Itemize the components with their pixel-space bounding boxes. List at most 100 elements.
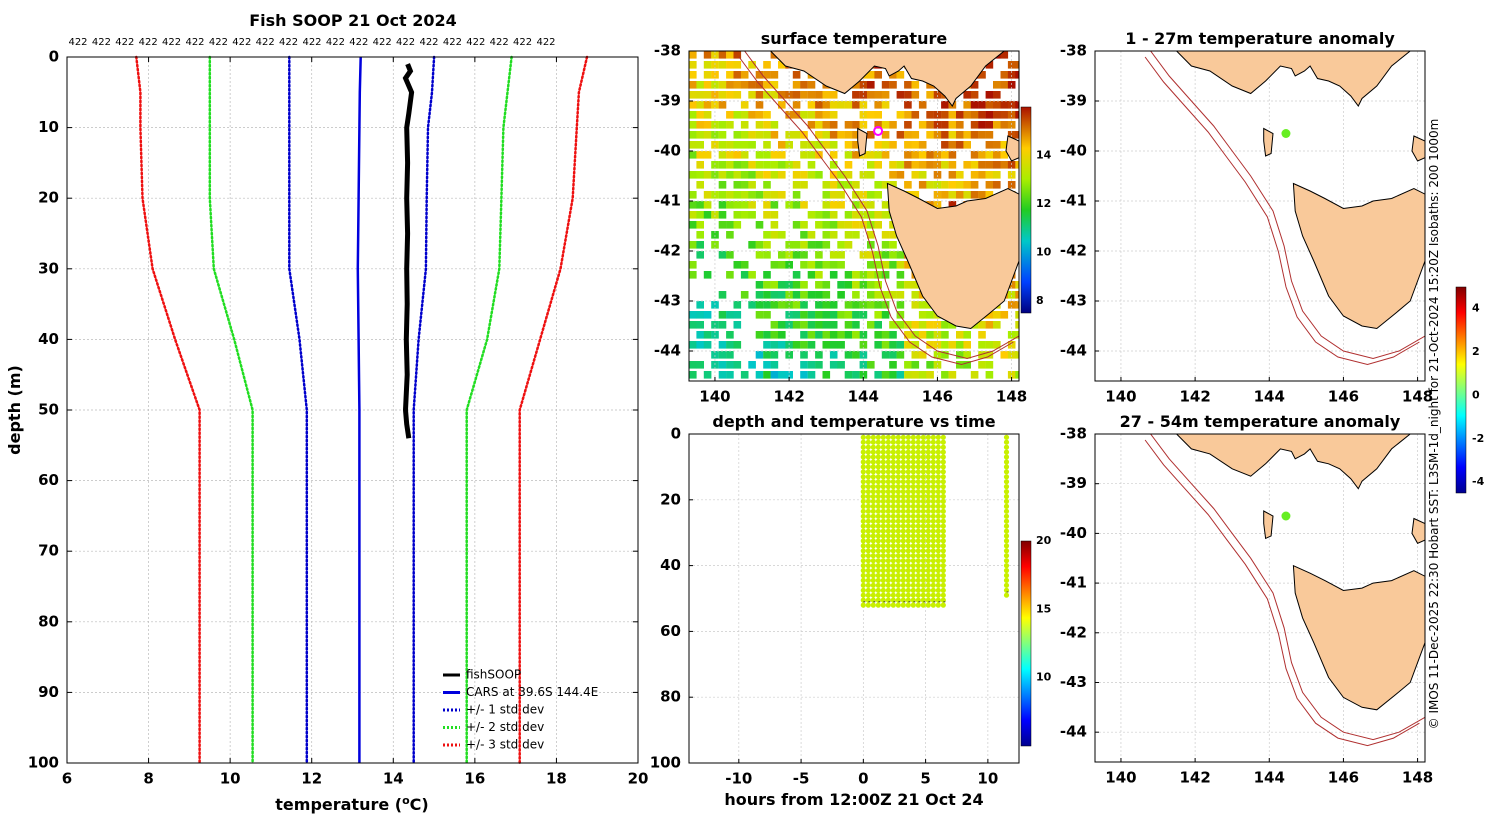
sst-land bbox=[738, 51, 1019, 366]
profile-count-label: 422 bbox=[256, 37, 275, 48]
sst-pixel bbox=[696, 91, 704, 99]
timeseries-point bbox=[910, 454, 916, 460]
sst-pixel bbox=[755, 331, 764, 339]
a2-ytick-label: -39 bbox=[1060, 474, 1087, 492]
sst-pixel bbox=[733, 201, 742, 209]
timeseries-point bbox=[940, 548, 946, 554]
sst-pixel bbox=[918, 321, 927, 329]
sst-pixel bbox=[985, 321, 994, 329]
timeseries-point bbox=[860, 587, 866, 593]
sst-pixel bbox=[948, 201, 957, 209]
timeseries-point bbox=[935, 508, 941, 514]
profile-count-label: 422 bbox=[185, 37, 204, 48]
sst-pixel bbox=[770, 191, 779, 199]
sst-pixel bbox=[718, 61, 727, 69]
sst-pixel bbox=[985, 121, 994, 129]
sst-pixel bbox=[1007, 371, 1016, 379]
timeseries-point bbox=[920, 543, 926, 549]
timeseries-point bbox=[915, 518, 921, 524]
profile-xtick-label: 20 bbox=[628, 770, 649, 788]
sst-pixel bbox=[778, 101, 786, 109]
sst-pixel bbox=[726, 221, 734, 229]
timeseries-point bbox=[895, 513, 901, 519]
timeseries-point bbox=[935, 449, 941, 455]
sst-pixel bbox=[881, 331, 890, 339]
sst-pixel bbox=[740, 161, 749, 169]
sst-pixel bbox=[718, 311, 727, 319]
timeseries-point bbox=[925, 567, 931, 574]
sst-pixel bbox=[985, 311, 994, 319]
sst-pixel bbox=[978, 351, 986, 359]
sst-landmass bbox=[886, 182, 1019, 330]
timeseries-point bbox=[930, 449, 936, 455]
sst-pixel bbox=[829, 201, 838, 209]
timeseries-point bbox=[900, 548, 906, 554]
timeseries-point bbox=[870, 459, 876, 465]
timeseries-point bbox=[910, 474, 916, 480]
sst-pixel bbox=[696, 171, 704, 179]
sst-pixel bbox=[881, 261, 890, 269]
sst-pixel bbox=[703, 131, 712, 139]
sst-pixel bbox=[941, 331, 949, 339]
sst-pixel bbox=[896, 321, 905, 329]
sst-pixel bbox=[815, 251, 823, 259]
sst-pixel bbox=[904, 341, 912, 349]
sst-colorbar-tick: 14 bbox=[1036, 148, 1052, 161]
sst-pixel bbox=[985, 61, 994, 69]
sst-pixel bbox=[755, 121, 764, 129]
sst-pixel bbox=[933, 191, 942, 199]
sst-pixel bbox=[770, 351, 779, 359]
sst-pixel bbox=[770, 151, 779, 159]
timeseries-point bbox=[940, 592, 946, 598]
sst-pixel bbox=[807, 121, 816, 129]
sst-pixel bbox=[689, 211, 697, 219]
sst-pixel bbox=[837, 221, 845, 229]
sst-pixel bbox=[829, 211, 838, 219]
sst-pixel bbox=[829, 91, 838, 99]
timeseries-point bbox=[940, 434, 946, 440]
timeseries-point bbox=[905, 493, 911, 500]
timeseries-point bbox=[860, 582, 866, 588]
timeseries-point bbox=[890, 567, 896, 574]
timeseries-point bbox=[910, 498, 916, 504]
timeseries-point bbox=[885, 533, 891, 539]
sst-pixel bbox=[815, 141, 823, 149]
timeseries-point bbox=[930, 484, 936, 490]
timeseries-point bbox=[935, 553, 941, 559]
timeseries-point bbox=[940, 543, 946, 549]
timeseries-point bbox=[910, 523, 916, 529]
sst-pixel bbox=[926, 341, 934, 349]
timeseries-point bbox=[880, 553, 886, 559]
timeseries-point bbox=[865, 533, 871, 539]
a2-isobath-200 bbox=[1150, 434, 1425, 741]
sst-pixel bbox=[852, 91, 860, 99]
timeseries-title: depth and temperature vs time bbox=[712, 412, 995, 431]
timeseries-point bbox=[905, 513, 911, 519]
timeseries-point bbox=[905, 582, 911, 588]
timeseries-point bbox=[885, 518, 891, 524]
sst-pixel bbox=[837, 251, 845, 259]
timeseries-point bbox=[910, 563, 916, 569]
timeseries-point bbox=[920, 592, 926, 598]
sst-pixel bbox=[763, 161, 771, 169]
timeseries-point bbox=[930, 538, 936, 544]
profile-ytick-label: 60 bbox=[38, 471, 59, 489]
timeseries-point bbox=[925, 459, 931, 465]
profile-xtick-label: 10 bbox=[220, 770, 241, 788]
sst-pixel bbox=[792, 161, 801, 169]
profile-xlabel: temperature (oC) bbox=[275, 794, 428, 814]
timeseries-point bbox=[860, 469, 866, 475]
sst-pixel bbox=[696, 161, 704, 169]
timeseries-point bbox=[875, 469, 881, 475]
timeseries-point bbox=[875, 484, 881, 490]
sst-pixel bbox=[993, 311, 1001, 319]
timeseries-point bbox=[860, 602, 866, 608]
timeseries-point bbox=[890, 489, 896, 495]
timeseries-point bbox=[910, 484, 916, 490]
timeseries-point bbox=[890, 602, 896, 608]
sst-pixel bbox=[978, 161, 986, 169]
a1-isobath-1000 bbox=[1144, 56, 1420, 366]
timeseries-point bbox=[930, 479, 936, 485]
sst-pixel bbox=[763, 81, 771, 89]
sst-pixel bbox=[748, 111, 756, 119]
